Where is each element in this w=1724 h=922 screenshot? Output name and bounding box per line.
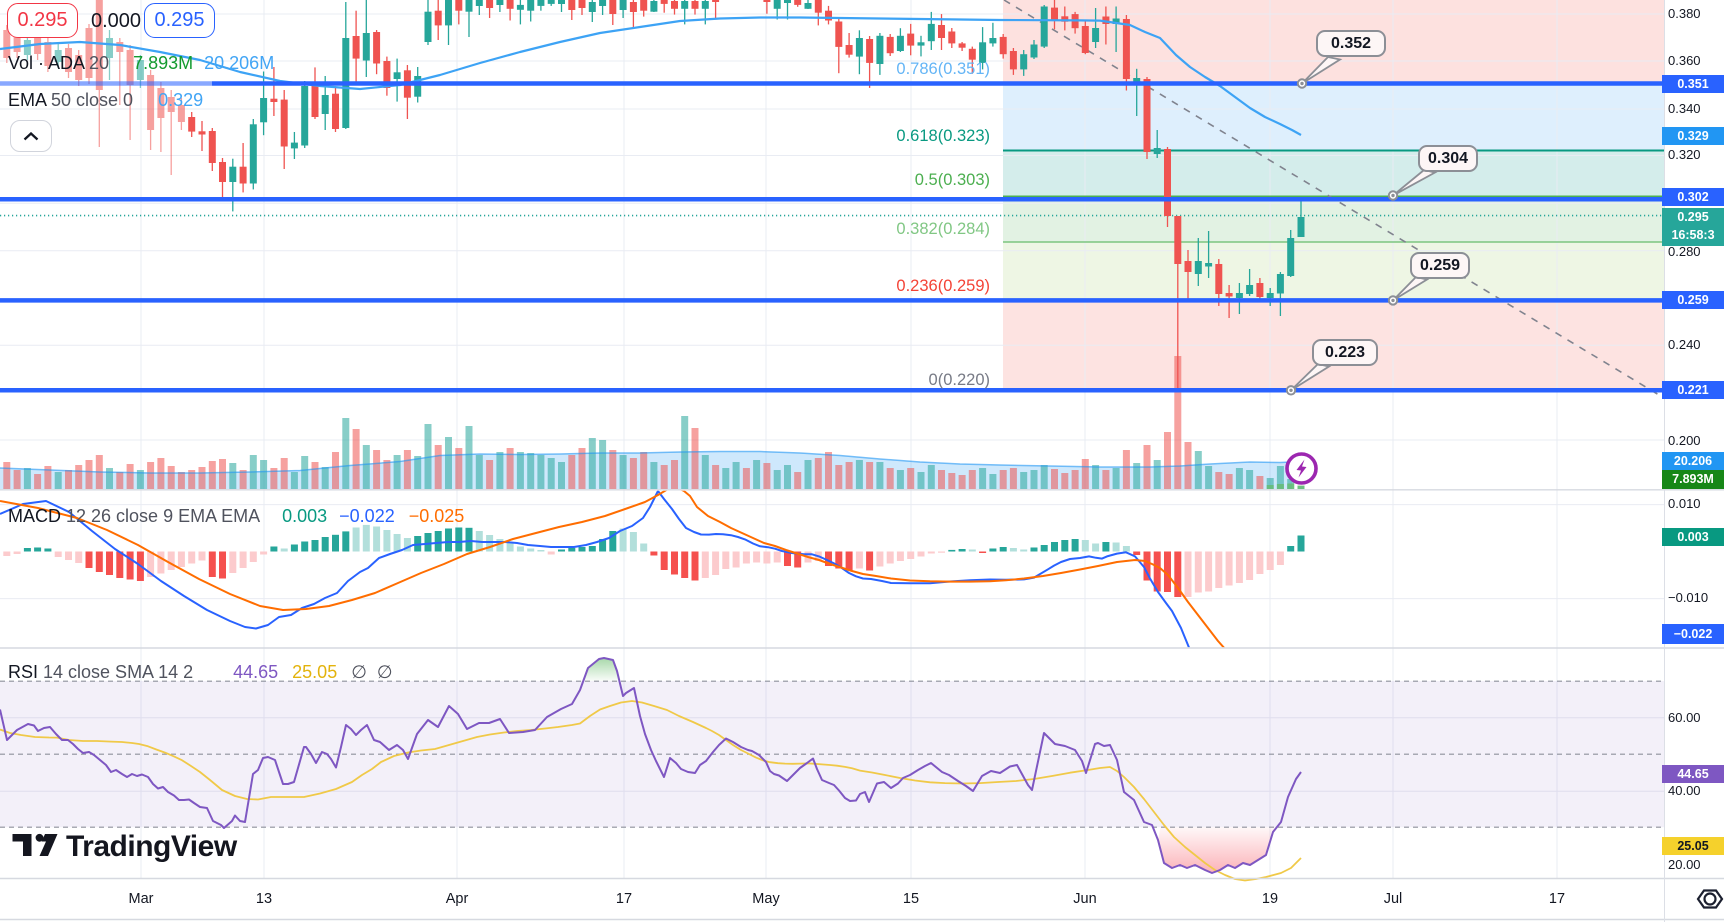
svg-text:TradingView: TradingView: [66, 830, 238, 863]
